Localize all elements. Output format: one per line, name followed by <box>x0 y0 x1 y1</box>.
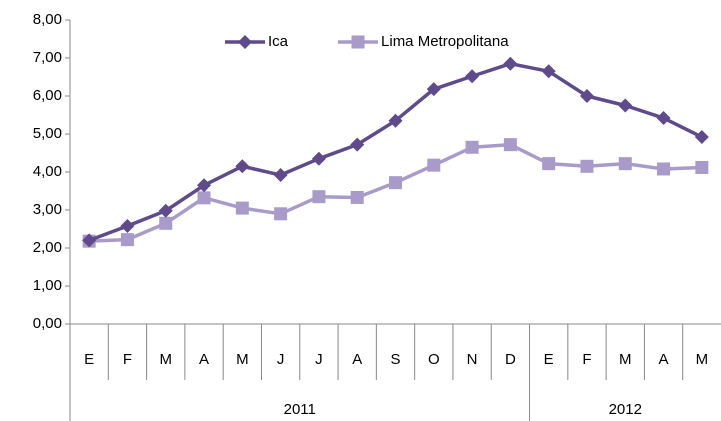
data-point <box>694 130 709 145</box>
x-tick-label: S <box>390 351 400 368</box>
data-point <box>389 176 402 190</box>
data-point <box>197 178 212 193</box>
data-point <box>158 203 173 218</box>
x-tick-label: J <box>315 351 323 368</box>
data-point <box>580 159 594 173</box>
x-tick-label: A <box>352 351 362 368</box>
x-tick-label: M <box>159 351 172 368</box>
data-point <box>579 89 594 103</box>
y-tick-label: 7,00 <box>33 49 62 66</box>
data-point <box>388 113 403 128</box>
x-tick-label: A <box>199 351 209 368</box>
y-tick-label: 5,00 <box>33 125 62 142</box>
data-point <box>159 216 173 230</box>
data-point <box>503 56 518 71</box>
x-tick-label: A <box>659 351 669 368</box>
data-point <box>618 157 632 171</box>
legend-marker <box>351 35 365 49</box>
data-point <box>618 98 633 113</box>
y-tick-label: 1,00 <box>33 277 62 294</box>
x-tick-label: E <box>84 351 94 368</box>
data-point <box>120 233 134 247</box>
x-tick-label: F <box>582 351 591 368</box>
x-tick-label: M <box>696 351 709 368</box>
legend-marker <box>238 35 252 49</box>
data-point <box>695 160 709 174</box>
x-tick-label: O <box>428 351 440 368</box>
data-point <box>350 137 365 152</box>
data-point <box>542 157 556 171</box>
data-point <box>274 207 288 221</box>
x-tick-label: F <box>123 351 132 368</box>
x-tick-label: M <box>619 351 632 368</box>
data-point <box>427 158 441 172</box>
data-point <box>350 190 364 204</box>
legend-label: Ica <box>268 33 289 50</box>
data-point <box>465 69 480 84</box>
data-point <box>465 140 479 154</box>
data-point <box>541 64 556 79</box>
data-point <box>273 168 288 183</box>
y-tick-label: 3,00 <box>33 201 62 218</box>
y-tick-label: 8,00 <box>33 11 62 28</box>
data-point <box>120 218 135 233</box>
data-point <box>235 159 250 174</box>
x-tick-label: D <box>505 351 516 368</box>
x-tick-label: E <box>544 351 554 368</box>
y-tick-label: 2,00 <box>33 239 62 256</box>
x-tick-label: J <box>277 351 285 368</box>
data-point <box>82 233 97 248</box>
x-tick-label: N <box>467 351 478 368</box>
x-group-label: 2012 <box>609 401 642 418</box>
legend-label: Lima Metropolitana <box>381 33 509 50</box>
data-point <box>312 190 326 204</box>
data-point <box>426 82 441 97</box>
y-tick-label: 4,00 <box>33 163 62 180</box>
data-point <box>503 138 517 152</box>
x-tick-label: M <box>236 351 249 368</box>
data-point <box>311 151 326 166</box>
data-point <box>235 201 249 215</box>
data-point <box>656 111 671 126</box>
x-group-label: 2011 <box>284 401 316 418</box>
data-point <box>197 191 211 205</box>
y-tick-label: 0,00 <box>33 315 62 332</box>
series-line <box>89 142 702 243</box>
data-point <box>657 162 671 176</box>
y-tick-label: 6,00 <box>33 87 62 104</box>
